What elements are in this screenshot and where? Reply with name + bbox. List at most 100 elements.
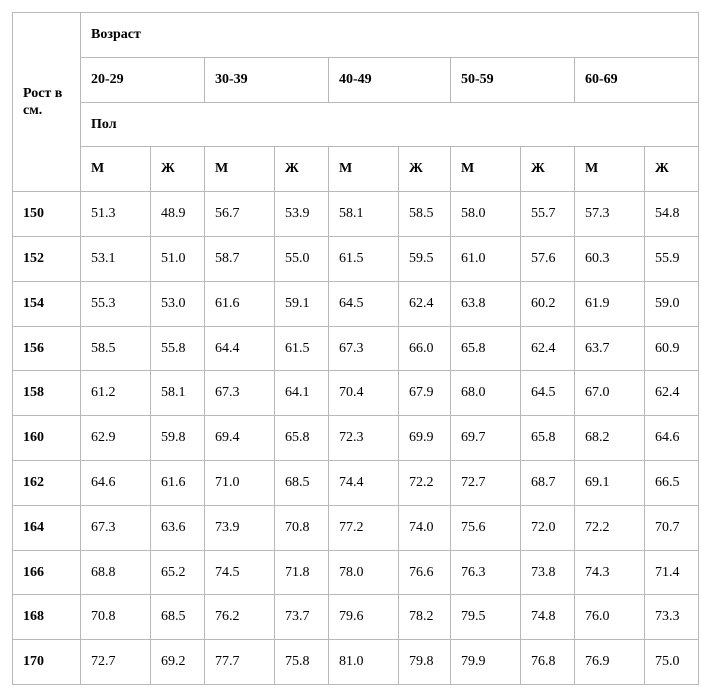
sex-m-1: М bbox=[205, 147, 275, 192]
value-cell: 73.7 bbox=[275, 595, 329, 640]
table-row: 164 67.3 63.6 73.9 70.8 77.2 74.0 75.6 7… bbox=[13, 505, 699, 550]
value-cell: 56.7 bbox=[205, 192, 275, 237]
value-cell: 70.8 bbox=[81, 595, 151, 640]
value-cell: 67.3 bbox=[205, 371, 275, 416]
value-cell: 64.6 bbox=[81, 460, 151, 505]
value-cell: 59.0 bbox=[645, 281, 699, 326]
value-cell: 55.8 bbox=[151, 326, 205, 371]
value-cell: 51.0 bbox=[151, 236, 205, 281]
height-cell: 168 bbox=[13, 595, 81, 640]
value-cell: 72.2 bbox=[399, 460, 451, 505]
weight-by-height-age-sex-table: Рост в см. Возраст 20-29 30-39 40-49 50-… bbox=[12, 12, 699, 685]
value-cell: 65.8 bbox=[451, 326, 521, 371]
value-cell: 66.0 bbox=[399, 326, 451, 371]
age-group-2: 40-49 bbox=[329, 57, 451, 102]
age-group-0: 20-29 bbox=[81, 57, 205, 102]
value-cell: 71.4 bbox=[645, 550, 699, 595]
value-cell: 63.6 bbox=[151, 505, 205, 550]
value-cell: 61.6 bbox=[151, 460, 205, 505]
value-cell: 74.5 bbox=[205, 550, 275, 595]
height-cell: 156 bbox=[13, 326, 81, 371]
value-cell: 64.5 bbox=[329, 281, 399, 326]
value-cell: 68.8 bbox=[81, 550, 151, 595]
table-row: 156 58.5 55.8 64.4 61.5 67.3 66.0 65.8 6… bbox=[13, 326, 699, 371]
height-cell: 152 bbox=[13, 236, 81, 281]
sex-label-header: Пол bbox=[81, 102, 699, 147]
value-cell: 61.5 bbox=[275, 326, 329, 371]
value-cell: 81.0 bbox=[329, 640, 399, 685]
value-cell: 61.9 bbox=[575, 281, 645, 326]
value-cell: 53.1 bbox=[81, 236, 151, 281]
height-cell: 154 bbox=[13, 281, 81, 326]
value-cell: 58.5 bbox=[81, 326, 151, 371]
height-cell: 164 bbox=[13, 505, 81, 550]
value-cell: 76.3 bbox=[451, 550, 521, 595]
value-cell: 58.1 bbox=[151, 371, 205, 416]
value-cell: 51.3 bbox=[81, 192, 151, 237]
value-cell: 63.7 bbox=[575, 326, 645, 371]
height-cell: 162 bbox=[13, 460, 81, 505]
value-cell: 58.1 bbox=[329, 192, 399, 237]
value-cell: 77.7 bbox=[205, 640, 275, 685]
value-cell: 79.5 bbox=[451, 595, 521, 640]
value-cell: 65.8 bbox=[521, 416, 575, 461]
table-row: 158 61.2 58.1 67.3 64.1 70.4 67.9 68.0 6… bbox=[13, 371, 699, 416]
value-cell: 74.0 bbox=[399, 505, 451, 550]
age-group-3: 50-59 bbox=[451, 57, 575, 102]
table-row: 160 62.9 59.8 69.4 65.8 72.3 69.9 69.7 6… bbox=[13, 416, 699, 461]
value-cell: 68.5 bbox=[275, 460, 329, 505]
value-cell: 61.6 bbox=[205, 281, 275, 326]
value-cell: 76.8 bbox=[521, 640, 575, 685]
table-body: 150 51.3 48.9 56.7 53.9 58.1 58.5 58.0 5… bbox=[13, 192, 699, 685]
value-cell: 64.6 bbox=[645, 416, 699, 461]
value-cell: 78.0 bbox=[329, 550, 399, 595]
age-label-header: Возраст bbox=[81, 13, 699, 58]
value-cell: 62.9 bbox=[81, 416, 151, 461]
value-cell: 79.9 bbox=[451, 640, 521, 685]
table-row: 170 72.7 69.2 77.7 75.8 81.0 79.8 79.9 7… bbox=[13, 640, 699, 685]
value-cell: 75.8 bbox=[275, 640, 329, 685]
value-cell: 60.9 bbox=[645, 326, 699, 371]
value-cell: 73.9 bbox=[205, 505, 275, 550]
height-cell: 160 bbox=[13, 416, 81, 461]
value-cell: 79.8 bbox=[399, 640, 451, 685]
value-cell: 59.1 bbox=[275, 281, 329, 326]
value-cell: 75.0 bbox=[645, 640, 699, 685]
value-cell: 64.5 bbox=[521, 371, 575, 416]
sex-f-2: Ж bbox=[399, 147, 451, 192]
value-cell: 75.6 bbox=[451, 505, 521, 550]
height-cell: 166 bbox=[13, 550, 81, 595]
value-cell: 76.2 bbox=[205, 595, 275, 640]
value-cell: 59.5 bbox=[399, 236, 451, 281]
height-cell: 150 bbox=[13, 192, 81, 237]
value-cell: 66.5 bbox=[645, 460, 699, 505]
sex-m-0: М bbox=[81, 147, 151, 192]
value-cell: 54.8 bbox=[645, 192, 699, 237]
sex-m-2: М bbox=[329, 147, 399, 192]
value-cell: 69.2 bbox=[151, 640, 205, 685]
age-group-1: 30-39 bbox=[205, 57, 329, 102]
table-row: 162 64.6 61.6 71.0 68.5 74.4 72.2 72.7 6… bbox=[13, 460, 699, 505]
value-cell: 67.9 bbox=[399, 371, 451, 416]
height-cell: 158 bbox=[13, 371, 81, 416]
value-cell: 72.7 bbox=[81, 640, 151, 685]
sex-f-3: Ж bbox=[521, 147, 575, 192]
value-cell: 53.0 bbox=[151, 281, 205, 326]
table-header: Рост в см. Возраст 20-29 30-39 40-49 50-… bbox=[13, 13, 699, 192]
value-cell: 64.4 bbox=[205, 326, 275, 371]
value-cell: 68.5 bbox=[151, 595, 205, 640]
value-cell: 65.8 bbox=[275, 416, 329, 461]
value-cell: 73.3 bbox=[645, 595, 699, 640]
value-cell: 61.0 bbox=[451, 236, 521, 281]
value-cell: 72.3 bbox=[329, 416, 399, 461]
value-cell: 59.8 bbox=[151, 416, 205, 461]
value-cell: 57.6 bbox=[521, 236, 575, 281]
value-cell: 57.3 bbox=[575, 192, 645, 237]
value-cell: 70.4 bbox=[329, 371, 399, 416]
age-groups-row: 20-29 30-39 40-49 50-59 60-69 bbox=[13, 57, 699, 102]
sex-labels-row: М Ж М Ж М Ж М Ж М Ж bbox=[13, 147, 699, 192]
value-cell: 69.9 bbox=[399, 416, 451, 461]
value-cell: 62.4 bbox=[399, 281, 451, 326]
value-cell: 62.4 bbox=[521, 326, 575, 371]
sex-f-4: Ж bbox=[645, 147, 699, 192]
